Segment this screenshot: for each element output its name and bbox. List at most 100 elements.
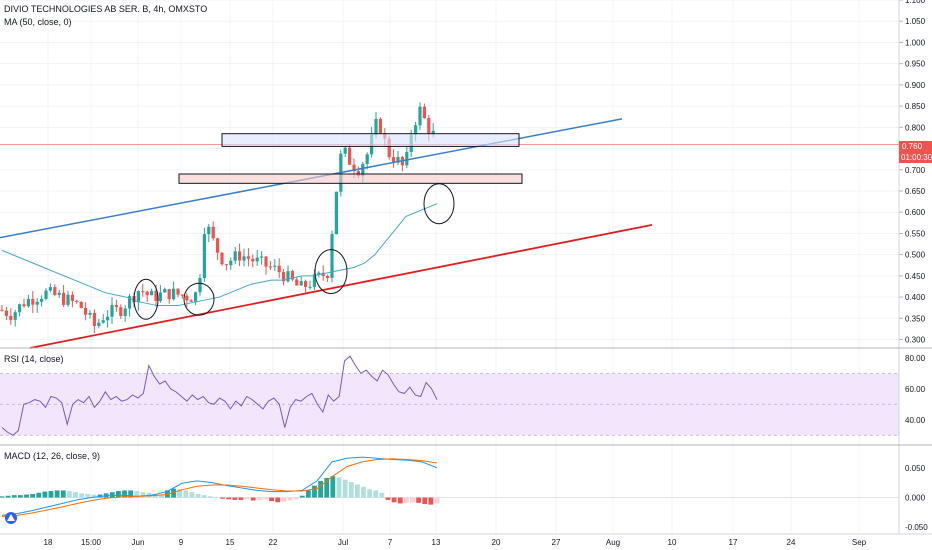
- price-tick-label: 1.000: [905, 38, 926, 47]
- macd-histogram-bar: [42, 491, 48, 498]
- candle-body: [273, 265, 277, 267]
- macd-histogram-bar: [232, 497, 238, 500]
- logo-icon[interactable]: [5, 512, 17, 524]
- candle-body: [57, 292, 61, 295]
- macd-histogram-bar: [207, 496, 213, 498]
- candle-body: [141, 291, 145, 293]
- macd-histogram-bar: [379, 492, 385, 498]
- candle-body: [312, 274, 316, 287]
- macd-histogram-bar: [263, 497, 268, 500]
- support-zone: [178, 173, 523, 184]
- candle-body: [255, 257, 259, 262]
- candle-body: [233, 251, 237, 261]
- time-tick-label: 13: [432, 538, 441, 547]
- macd-histogram-bar: [177, 489, 183, 498]
- candle-body: [216, 238, 220, 253]
- macd-histogram-bar: [434, 497, 440, 504]
- candle-body: [97, 322, 101, 326]
- price-tick-label: 0.300: [905, 336, 926, 345]
- price-axis[interactable]: 1.1001.0501.0000.9500.9000.8500.8000.750…: [0, 0, 932, 534]
- macd-histogram-bar: [116, 490, 121, 498]
- candle-body: [35, 301, 39, 305]
- macd-histogram-bar: [336, 477, 342, 498]
- highlight-circle: [314, 249, 348, 295]
- macd-histogram-bar: [354, 484, 360, 498]
- candle-body: [268, 266, 272, 268]
- time-tick-label: 27: [552, 538, 561, 547]
- macd-histogram-bar: [373, 490, 379, 498]
- price-tick-label: 0.650: [905, 187, 926, 196]
- macd-histogram-bar: [324, 477, 330, 498]
- macd-tick-label: 0.050: [905, 464, 926, 473]
- macd-histogram-bar: [195, 493, 201, 498]
- candle-body: [92, 312, 96, 326]
- candle-body: [66, 294, 70, 305]
- candle-body: [277, 265, 281, 273]
- macd-histogram-bar: [24, 494, 29, 498]
- macd-histogram-bar: [391, 497, 397, 503]
- macd-tick-label: -0.050: [905, 523, 928, 532]
- macd-histogram-bar: [36, 492, 42, 498]
- ma-legend[interactable]: MA (50, close, 0): [4, 17, 72, 27]
- candle-body: [167, 289, 171, 300]
- candle-body: [282, 272, 286, 282]
- macd-histogram-bar: [361, 486, 366, 498]
- candle-body: [62, 292, 66, 305]
- macd-histogram-bar: [403, 497, 409, 503]
- candle-body: [264, 256, 268, 267]
- resistance-zone: [221, 133, 520, 147]
- price-tick-label: 0.350: [905, 314, 926, 323]
- time-axis[interactable]: 18 15:00 Jun 9 15 22 Jul 7 13 20 27 Aug 10 17 24 Sep: [0, 533, 932, 547]
- macd-histogram-bar: [122, 490, 127, 498]
- macd-line: [1, 456, 438, 516]
- last-price-value: 0.760: [902, 142, 923, 151]
- candle-body: [119, 307, 123, 317]
- macd-histogram-bar: [79, 493, 85, 498]
- candle-body: [136, 291, 140, 303]
- macd-histogram-bar: [109, 492, 115, 498]
- candle-body: [348, 147, 352, 165]
- rsi-overbought-oversold-band: [0, 373, 899, 436]
- candle-body: [211, 226, 215, 239]
- symbol-title[interactable]: DIVIO TECHNOLOGIES AB SER. B, 4h, OMXSTO: [4, 4, 207, 14]
- candle-body: [260, 256, 264, 258]
- candle-body: [70, 294, 74, 301]
- candle-body: [101, 320, 105, 323]
- price-tick-label: 0.850: [905, 102, 926, 111]
- candle-body: [392, 157, 396, 163]
- candle-body: [48, 287, 52, 291]
- highlight-circle: [133, 278, 159, 320]
- candle-body: [176, 288, 180, 295]
- candle-body: [4, 310, 8, 316]
- candlesticks: [0, 102, 435, 334]
- macd-histogram-bar: [385, 497, 391, 500]
- macd-legend[interactable]: MACD (12, 26, close, 9): [4, 451, 100, 461]
- rsi-legend[interactable]: RSI (14, close): [4, 354, 64, 364]
- candle-body: [53, 287, 57, 295]
- candle-body: [207, 226, 211, 235]
- macd-histogram-bar: [85, 493, 91, 498]
- candle-body: [0, 309, 4, 311]
- candle-body: [180, 294, 184, 296]
- macd-tick-label: 0.000: [905, 494, 926, 503]
- candle-body: [106, 316, 110, 321]
- macd-histogram-bar: [293, 497, 299, 500]
- time-tick-label: 7: [388, 538, 393, 547]
- candle-body: [352, 164, 356, 172]
- candle-body: [365, 154, 369, 164]
- macd-histogram-bar: [171, 488, 176, 498]
- candle-body: [158, 292, 162, 301]
- price-tick-label: 0.600: [905, 208, 926, 217]
- countdown-tag: [899, 152, 932, 163]
- macd-histogram-bar: [48, 490, 54, 498]
- ma-50-line: [1, 203, 438, 307]
- candle-body: [224, 264, 228, 266]
- macd-histogram-bar: [256, 497, 262, 500]
- macd-histogram-bar: [312, 485, 317, 498]
- candle-body: [220, 252, 224, 265]
- candle-body: [185, 295, 189, 301]
- macd-histogram-bar: [416, 497, 422, 503]
- candle-body: [361, 163, 365, 177]
- candle-body: [299, 281, 303, 286]
